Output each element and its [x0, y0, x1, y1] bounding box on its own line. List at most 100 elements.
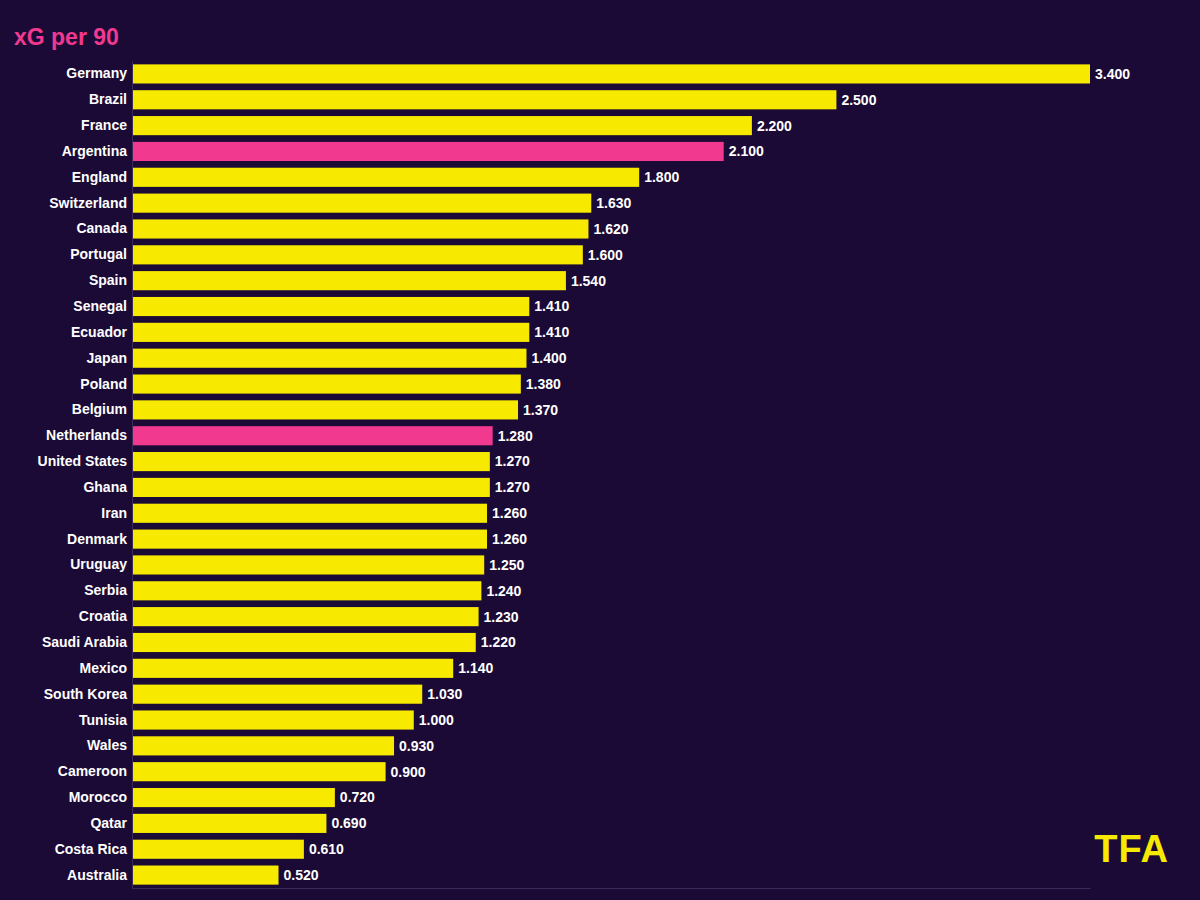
y-tick-label: Qatar	[90, 815, 127, 831]
bar	[132, 555, 484, 574]
data-label: 0.720	[340, 789, 375, 805]
y-tick: Belgium	[72, 401, 132, 417]
data-label: 1.230	[484, 609, 519, 625]
data-label: 1.600	[588, 247, 623, 263]
data-label: 2.500	[841, 92, 876, 108]
bar	[132, 840, 304, 859]
bar	[132, 633, 476, 652]
data-label: 1.260	[492, 505, 527, 521]
bar	[132, 194, 591, 213]
data-label: 1.270	[495, 453, 530, 469]
chart: xG per 90 Germany Brazil France Argentina Eng…	[0, 0, 1200, 900]
bar	[132, 762, 386, 781]
y-tick-label: Australia	[67, 867, 127, 883]
data-label: 1.140	[458, 660, 493, 676]
y-tick: Brazil	[89, 91, 132, 107]
data-label: 1.380	[526, 376, 561, 392]
bar	[132, 788, 335, 807]
y-tick: Ecuador	[71, 324, 132, 340]
y-tick: Poland	[80, 376, 132, 392]
y-tick-label: Canada	[76, 220, 127, 236]
data-label: 1.220	[481, 634, 516, 650]
y-tick-label: Ghana	[83, 479, 127, 495]
bar	[132, 426, 493, 445]
y-axis-line	[132, 62, 133, 889]
y-tick: Canada	[76, 220, 132, 236]
bar	[132, 478, 490, 497]
y-tick-label: Uruguay	[70, 556, 127, 572]
y-tick-label: South Korea	[44, 686, 127, 702]
y-tick-label: Switzerland	[49, 195, 127, 211]
x-axis	[133, 888, 1091, 889]
bar	[132, 90, 836, 109]
y-tick: Japan	[87, 350, 132, 366]
data-label: 1.410	[534, 324, 569, 340]
y-tick: Switzerland	[49, 195, 132, 211]
y-tick: Saudi Arabia	[42, 634, 132, 650]
y-tick: Netherlands	[46, 427, 132, 443]
y-tick-label: Ecuador	[71, 324, 128, 340]
y-tick: Tunisia	[79, 711, 132, 727]
bar	[132, 659, 453, 678]
bar	[132, 116, 752, 135]
y-tick: Serbia	[84, 582, 132, 598]
data-label: 0.900	[391, 764, 426, 780]
data-label: 1.410	[534, 298, 569, 314]
data-label: 1.540	[571, 273, 606, 289]
bar	[132, 349, 526, 368]
background	[0, 0, 1200, 900]
y-tick-label: Senegal	[73, 298, 127, 314]
y-tick: United States	[38, 453, 132, 469]
data-label: 0.690	[331, 815, 366, 831]
bar	[132, 607, 479, 626]
y-tick: Qatar	[90, 815, 132, 831]
y-tick: Senegal	[73, 298, 132, 314]
y-axis: Germany Brazil France Argentina England Switz…	[38, 62, 133, 889]
y-tick-label: Serbia	[84, 582, 127, 598]
data-label: 2.200	[757, 118, 792, 134]
y-tick: Denmark	[67, 531, 132, 547]
bar	[132, 297, 529, 316]
y-tick: France	[81, 117, 132, 133]
data-label: 1.270	[495, 479, 530, 495]
y-tick-label: Netherlands	[46, 427, 127, 443]
bar	[132, 374, 521, 393]
y-tick: England	[72, 169, 132, 185]
bar	[132, 581, 481, 600]
bar	[132, 452, 490, 471]
y-tick-label: Portugal	[70, 246, 127, 262]
y-tick-label: Mexico	[80, 660, 127, 676]
logo: TFA	[1094, 828, 1169, 870]
bar	[132, 814, 326, 833]
data-label: 1.620	[593, 221, 628, 237]
data-label: 1.260	[492, 531, 527, 547]
title: xG per 90	[14, 24, 119, 50]
y-tick: Argentina	[62, 143, 132, 159]
bar	[132, 142, 724, 161]
data-label: 0.520	[284, 867, 319, 883]
y-tick-label: Croatia	[79, 608, 127, 624]
bar	[132, 245, 583, 264]
y-tick-label: Spain	[89, 272, 127, 288]
y-tick: Iran	[101, 505, 132, 521]
data-label: 0.930	[399, 738, 434, 754]
x-axis-line	[133, 888, 1091, 889]
bar	[132, 271, 566, 290]
y-tick-label: Denmark	[67, 531, 127, 547]
bar	[132, 530, 487, 549]
y-tick: Croatia	[79, 608, 132, 624]
data-label: 1.250	[489, 557, 524, 573]
data-label: 1.240	[486, 583, 521, 599]
y-tick-label: Wales	[87, 737, 127, 753]
data-label: 1.800	[644, 169, 679, 185]
data-labels: 3.4002.5002.2002.1001.8001.6301.6201.600…	[284, 66, 1131, 883]
y-tick-label: Costa Rica	[55, 841, 128, 857]
y-tick-label: Cameroon	[58, 763, 127, 779]
y-tick-label: United States	[38, 453, 128, 469]
y-tick-label: Belgium	[72, 401, 127, 417]
y-tick: Germany	[66, 65, 132, 81]
y-tick-label: Brazil	[89, 91, 127, 107]
y-tick: Portugal	[70, 246, 132, 262]
y-tick: Spain	[89, 272, 132, 288]
y-tick: Cameroon	[58, 763, 132, 779]
